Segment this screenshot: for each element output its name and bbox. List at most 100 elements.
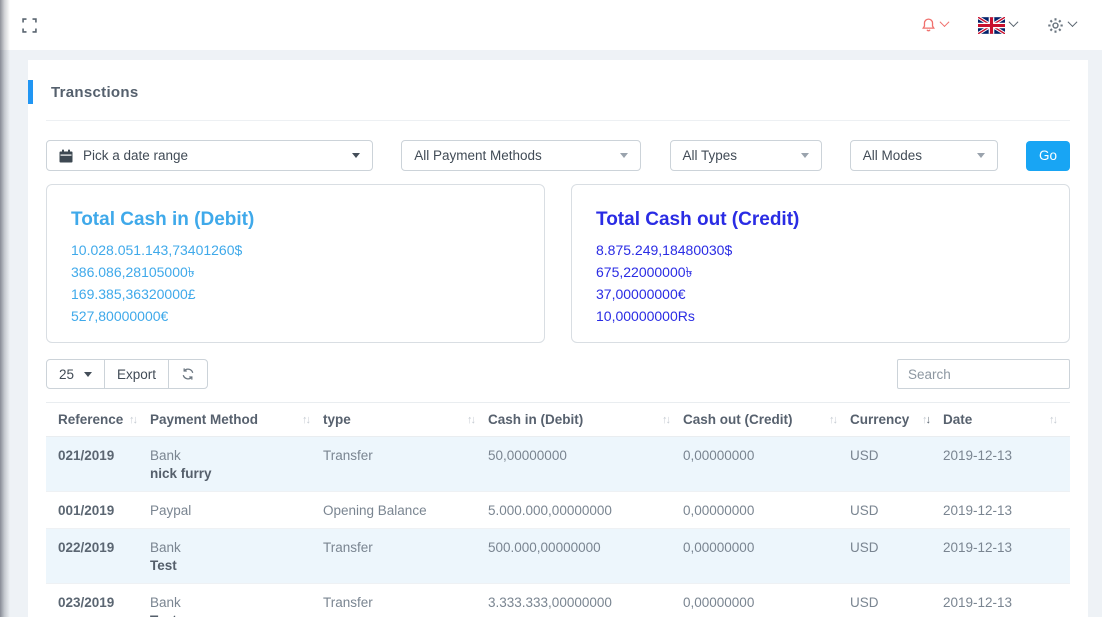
- sort-icon: ↑↓: [467, 413, 476, 426]
- caret-down-icon: [352, 153, 360, 158]
- types-select[interactable]: All Types: [669, 140, 822, 171]
- total-cash-in-card: Total Cash in (Debit) 10.028.051.143,734…: [46, 184, 545, 343]
- cash-out-amount-bdt: 675,22000000৳: [596, 264, 693, 280]
- column-header-cash-out[interactable]: Cash out (Credit) ↑↓: [683, 402, 850, 437]
- cell-date: 2019-12-13: [943, 448, 1013, 463]
- notifications-menu[interactable]: [921, 17, 950, 33]
- date-range-picker[interactable]: Pick a date range: [46, 140, 373, 171]
- cell-date: 2019-12-13: [943, 540, 1013, 555]
- sort-icon: ↑↓: [129, 413, 138, 426]
- chevron-down-icon: [1067, 17, 1078, 28]
- cell-type: Transfer: [323, 595, 373, 610]
- table-controls: 25 Export: [46, 359, 1070, 389]
- cash-in-amount-eur: 527,80000000€: [71, 308, 169, 324]
- cell-currency: USD: [850, 595, 879, 610]
- uk-flag-icon: [978, 16, 1005, 34]
- cash-out-title: Total Cash out (Credit): [596, 209, 800, 230]
- column-header-cash-in[interactable]: Cash in (Debit) ↑↓: [488, 402, 683, 437]
- table-row[interactable]: 021/2019 Bank nick furry Transfer 50,0000…: [46, 436, 1070, 492]
- column-header-type[interactable]: type ↑↓: [323, 402, 488, 437]
- cell-cash-out: 0,00000000: [683, 540, 755, 555]
- table-row[interactable]: 022/2019 Bank Test Transfer 500.000,00000…: [46, 528, 1070, 584]
- cell-reference: 021/2019: [58, 448, 115, 463]
- cash-out-amount-rs: 10,00000000Rs: [596, 308, 695, 324]
- page-size-select[interactable]: 25: [46, 359, 105, 389]
- cell-cash-in: 3.333.333,00000000: [488, 595, 612, 610]
- column-header-reference[interactable]: Reference ↑↓: [46, 402, 150, 437]
- refresh-button[interactable]: [168, 359, 209, 389]
- cell-payment-method: Bank nick furry: [150, 437, 323, 492]
- transactions-panel: Transctions Pick a date range All Paymen…: [28, 60, 1088, 617]
- cell-cash-in: 500.000,00000000: [488, 540, 601, 555]
- cell-currency: USD: [850, 448, 879, 463]
- cell-payment-method: Paypal: [150, 503, 192, 518]
- language-menu[interactable]: [978, 16, 1019, 34]
- bell-icon: [921, 17, 936, 33]
- account-name: nick furry: [150, 466, 212, 481]
- go-button[interactable]: Go: [1026, 140, 1070, 171]
- account-name: Test: [150, 558, 177, 573]
- cell-type: Opening Balance: [323, 503, 427, 518]
- cash-in-title: Total Cash in (Debit): [71, 209, 255, 230]
- refresh-icon: [181, 367, 195, 381]
- types-value: All Types: [682, 148, 738, 163]
- settings-menu[interactable]: [1047, 17, 1078, 34]
- payment-methods-select[interactable]: All Payment Methods: [401, 140, 642, 171]
- export-button[interactable]: Export: [104, 359, 170, 389]
- caret-down-icon: [620, 153, 629, 158]
- cash-in-amount-gbp: 169.385,36320000£: [71, 286, 196, 302]
- summary-cards: Total Cash in (Debit) 10.028.051.143,734…: [46, 184, 1070, 343]
- sort-icon-active: ↑↓: [922, 413, 931, 426]
- cell-cash-in: 5.000.000,00000000: [488, 503, 612, 518]
- cell-currency: USD: [850, 503, 879, 518]
- table-header-row: Reference ↑↓ Payment Method ↑↓ type ↑↓ Cash…: [46, 402, 1070, 437]
- page-title: Transctions: [51, 83, 139, 101]
- cell-date: 2019-12-13: [943, 595, 1013, 610]
- cell-currency: USD: [850, 540, 879, 555]
- caret-down-icon: [976, 153, 985, 158]
- cash-in-amount-usd: 10.028.051.143,73401260$: [71, 242, 243, 258]
- table-row[interactable]: 001/2019 Paypal Opening Balance 5.000.00…: [46, 492, 1070, 529]
- column-header-currency[interactable]: Currency ↑↓: [850, 402, 943, 437]
- topbar: [0, 0, 1102, 50]
- title-accent-bar: [28, 80, 33, 104]
- cell-date: 2019-12-13: [943, 503, 1013, 518]
- total-cash-out-card: Total Cash out (Credit) 8.875.249,184800…: [571, 184, 1070, 343]
- chevron-down-icon: [939, 17, 950, 28]
- payment-methods-value: All Payment Methods: [414, 148, 542, 163]
- cell-reference: 023/2019: [58, 595, 115, 610]
- sort-icon: ↑↓: [1049, 413, 1058, 426]
- sort-icon: ↑↓: [829, 413, 838, 426]
- cell-cash-out: 0,00000000: [683, 595, 755, 610]
- cell-reference: 001/2019: [58, 503, 115, 518]
- cash-in-amount-bdt: 386.086,28105000৳: [71, 264, 195, 280]
- filter-bar: Pick a date range All Payment Methods Al…: [46, 140, 1070, 171]
- modes-select[interactable]: All Modes: [849, 140, 998, 171]
- cash-out-amount-eur: 37,00000000€: [596, 286, 686, 302]
- caret-down-icon: [800, 153, 809, 158]
- page-size-value: 25: [59, 366, 75, 382]
- column-header-date[interactable]: Date ↑↓: [943, 402, 1070, 437]
- column-header-payment-method[interactable]: Payment Method ↑↓: [150, 402, 323, 437]
- sort-icon: ↑↓: [662, 413, 671, 426]
- gear-icon: [1047, 17, 1064, 34]
- fullscreen-icon[interactable]: [22, 17, 37, 33]
- chevron-down-icon: [1008, 17, 1019, 28]
- account-name: Test: [150, 612, 309, 617]
- sort-icon: ↑↓: [302, 413, 311, 426]
- cell-type: Transfer: [323, 540, 373, 555]
- cell-type: Transfer: [323, 448, 373, 463]
- cell-cash-in: 50,00000000: [488, 448, 567, 463]
- modes-value: All Modes: [862, 148, 923, 163]
- transactions-table: Reference ↑↓ Payment Method ↑↓ type ↑↓ Cash…: [46, 402, 1070, 617]
- caret-down-icon: [84, 371, 92, 377]
- page-header: Transctions: [28, 60, 1070, 121]
- calendar-icon: [59, 149, 73, 163]
- cell-cash-out: 0,00000000: [683, 448, 755, 463]
- cash-out-amount-usd: 8.875.249,18480030$: [596, 242, 733, 258]
- search-input[interactable]: [897, 359, 1070, 389]
- cell-cash-out: 0,00000000: [683, 503, 755, 518]
